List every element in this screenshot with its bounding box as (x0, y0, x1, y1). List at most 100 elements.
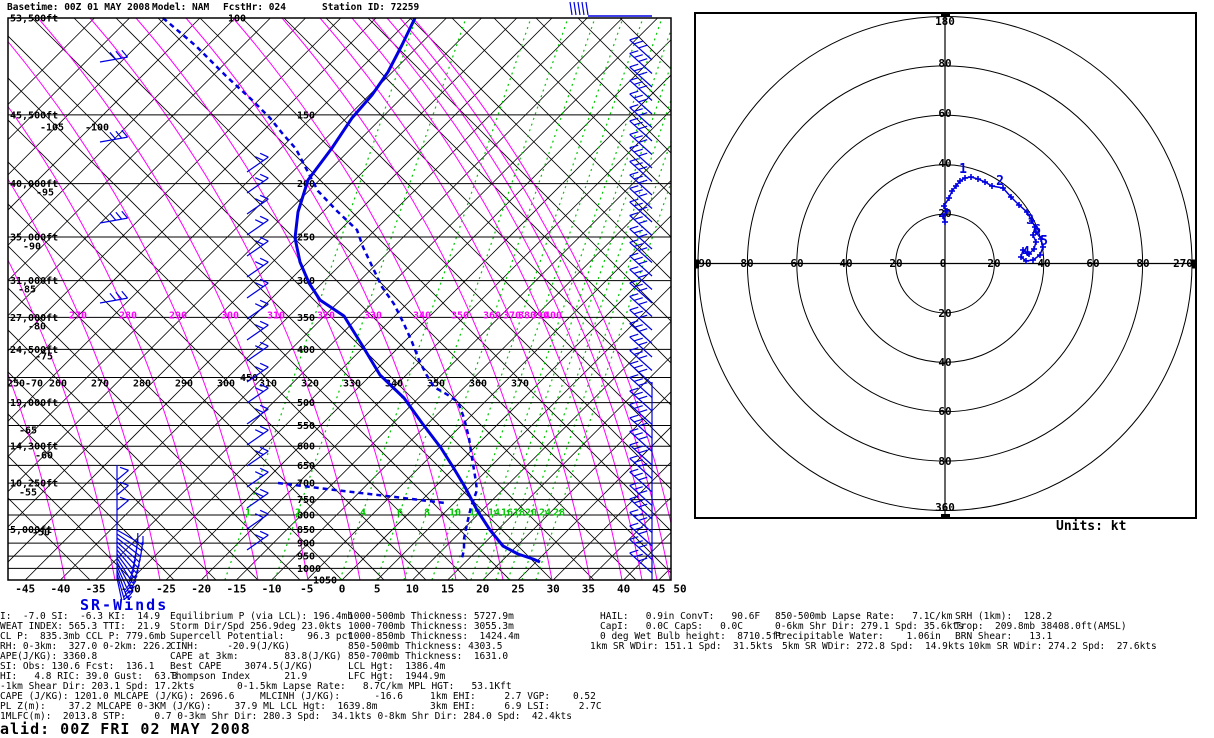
meso-row-1-cell: 1000-700mb Thickness: 3055.3m (348, 621, 514, 632)
dry-adiabat-line (157, 18, 671, 532)
wind-barb-feather (638, 58, 648, 63)
wind-barb-feather (259, 341, 269, 347)
wind-barb-staff (629, 174, 653, 196)
moist-adiabat-label: 380 (518, 311, 536, 322)
dry-adiabat-line (31, 18, 595, 580)
meso-row-6-cell: HI: 4.8 RIC: 39.0 Gust: 63.8 (0, 671, 178, 682)
trace-height-km-label: 5 (1040, 234, 1048, 249)
meso-row-3-cell: 5km SR WDir: 272.8 Spd: 14.9kts (782, 641, 966, 652)
wind-barb-feather (254, 282, 264, 288)
wind-barb-feather (254, 345, 264, 351)
hodograph-speed-label: 40 (1037, 257, 1050, 270)
dry-adiabat-line (8, 287, 301, 580)
wind-barb-feather (629, 90, 639, 95)
wind-barb-feather (638, 301, 648, 306)
pressure-label: 600 (297, 442, 315, 453)
isotherm-label: -55 (19, 488, 37, 499)
isotherm-line (8, 18, 377, 387)
dry-adiabat-label: 320 (301, 379, 319, 390)
wind-barb-feather (259, 446, 269, 452)
height-label: 31,000ft (10, 276, 58, 287)
wind-barb-staff (116, 561, 132, 589)
hodograph-speed-label: 80 (938, 455, 951, 468)
hodograph-speed-label: 0 (940, 257, 947, 270)
wind-barb-feather (633, 162, 643, 167)
wind-barb-feather (629, 63, 639, 68)
dry-adiabat-line (325, 18, 671, 364)
wind-barb-feather (259, 194, 269, 200)
wind-barb-feather (629, 185, 639, 189)
trace-height-km-label: 2 (996, 174, 1004, 189)
moist-adiabat-line (8, 105, 209, 580)
mixing-ratio-label: 6 (397, 508, 403, 519)
trace-height-km-label: 4 (1022, 245, 1030, 260)
wind-barb-staff (629, 498, 653, 520)
wind-barb-staff (116, 537, 142, 557)
isotherm-line (24, 18, 588, 580)
dry-adiabat-label: 270 (91, 379, 109, 390)
wind-barb-staff (629, 322, 653, 344)
wind-barb-staff (629, 336, 653, 358)
meso-row-2-cell: 0 deg Wet Bulb height: 8710.5ft (600, 631, 784, 642)
wind-barb-staff (629, 525, 653, 547)
dry-adiabat-line (73, 18, 637, 580)
dry-adiabat-line (283, 18, 671, 406)
isotherm-line (8, 18, 447, 457)
moist-adiabat-line (185, 18, 457, 580)
wind-barb-staff (246, 156, 269, 173)
mixing-ratio-label: 12 (469, 508, 481, 519)
meso-row-4-cell: CAPE at 3km: 83.8(J/KG) (170, 651, 342, 662)
temp-axis-label: 50 (673, 583, 686, 596)
wind-barb-feather (629, 212, 639, 216)
wind-barb-feather (633, 364, 643, 369)
wind-barbs (99, 1, 653, 600)
wind-barb-feather (633, 135, 643, 140)
meso-row-8-cell: 1km EHI: 2.7 VGP: 0.52 (430, 691, 596, 702)
wind-barb-staff (629, 255, 653, 277)
isotherm-label: -70 (25, 379, 43, 390)
wind-barb-feather (633, 378, 643, 383)
trace-height-km-label: 1 (959, 162, 967, 177)
wind-barb-staff (629, 295, 653, 317)
wind-barb-feather (633, 432, 643, 437)
hodograph-speed-label: 60 (938, 405, 951, 418)
wind-barb-feather (254, 387, 264, 393)
meso-row-2-cell: Precipitable Water: 1.06in (775, 631, 941, 642)
dry-adiabat-label: 360 (469, 379, 487, 390)
wind-barb-staff (629, 187, 653, 209)
wind-barb-feather (638, 71, 648, 76)
wind-barb-feather (633, 256, 643, 261)
wind-barb-feather (109, 51, 117, 60)
isotherm-line (8, 18, 518, 528)
wind-barb-staff (629, 120, 653, 142)
wind-barb-feather (633, 486, 643, 491)
wind-barb-feather (629, 536, 639, 540)
moist-adiabat-label: 340 (413, 311, 431, 322)
dry-adiabat-label: 370 (511, 379, 529, 390)
wind-barb-feather (629, 374, 639, 378)
moist-adiabat-line (371, 18, 643, 580)
wind-barb-feather (130, 564, 136, 574)
dry-adiabat-line (8, 455, 133, 580)
meso-row-1-cell: 0-6km Shr Dir: 279.1 Spd: 35.6kts (775, 621, 964, 632)
sr-winds-label: SR-Winds (80, 596, 169, 614)
isotherm-label: -85 (18, 285, 36, 296)
wind-barb-staff (246, 513, 269, 530)
temp-axis-label: 15 (441, 583, 454, 596)
wind-barb-staff (246, 366, 269, 383)
pressure-label: 250 (297, 233, 315, 244)
isotherm-label: -75 (35, 352, 53, 363)
meso-row-9-cell: 3km EHI: 6.9 LSI: 2.7C (430, 701, 602, 712)
temp-axis-label: -40 (50, 583, 70, 596)
hodograph-axis-tick (941, 13, 950, 17)
dry-adiabat-line (8, 35, 553, 580)
meso-row-4-cell: APE(J/KG): 3360.8 (0, 651, 98, 662)
mixing-ratio-label: 2 (295, 508, 301, 519)
wind-barb-feather (254, 513, 264, 519)
wind-barb-staff (629, 349, 653, 371)
wind-barb-feather (633, 148, 643, 153)
wind-barb-staff (629, 228, 653, 250)
wind-barb-feather (638, 395, 648, 400)
wind-barb-feather (633, 459, 643, 464)
